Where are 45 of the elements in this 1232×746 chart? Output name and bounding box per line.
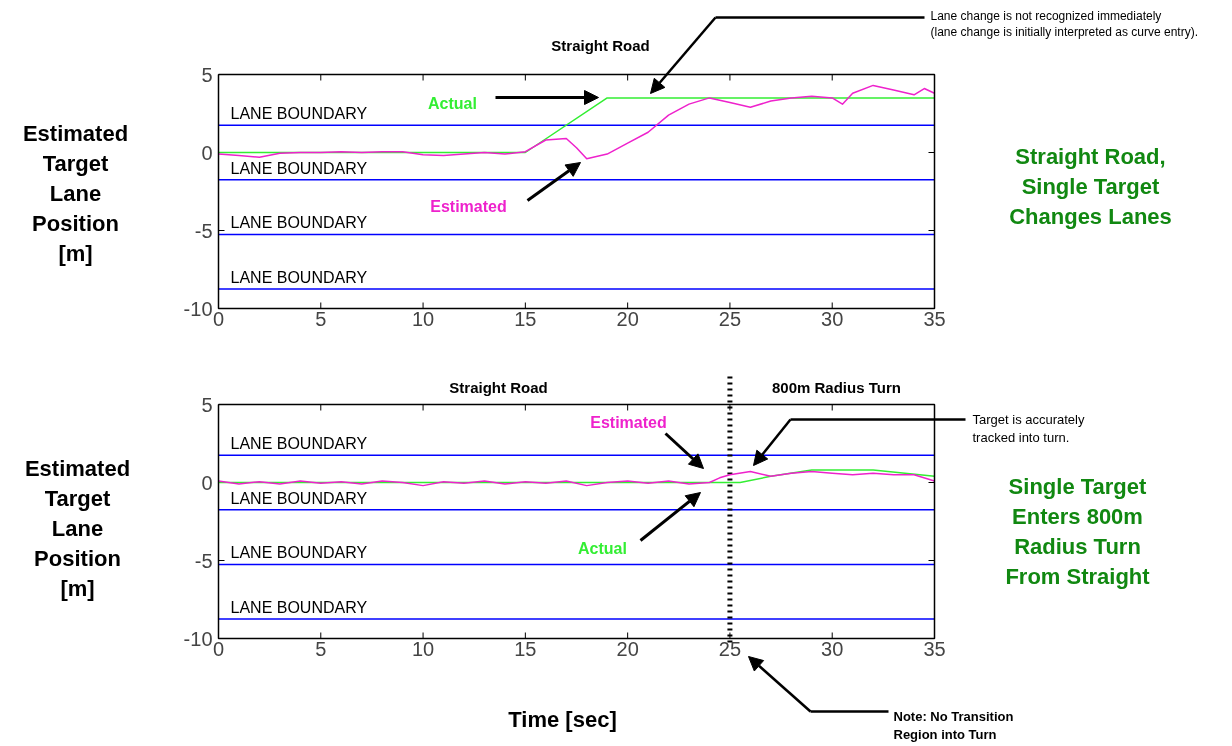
text: Estimated [430,198,507,215]
text: Actual [428,95,477,112]
ref-line-label: LANE BOUNDARY [230,599,368,616]
x-tick-label: 15 [514,307,537,330]
x-tick-label: 15 [514,637,537,660]
text: Straight Road [551,36,650,54]
y-axis-title: Estimated Target Lane Position [m] [24,455,131,601]
x-tick-label: 20 [616,307,639,330]
text: Estimated [590,414,667,431]
x-tick-label: 30 [821,307,844,330]
text: 800m Radius Turn [771,378,901,396]
y-tick-label: 5 [201,393,213,416]
ref-line-label: LANE BOUNDARY [230,489,368,507]
text: Straight Road [449,378,548,396]
ref-line-label: LANE BOUNDARY [230,544,368,562]
text: Lane change is not recognized immediately (lane change is initially interpreted as curve entry). [930,8,1198,40]
y-tick-label: -10 [183,297,213,320]
x-tick-label: 5 [315,307,327,330]
y-axis-title: Estimated Target Lane Position [m] [22,120,129,266]
y-tick-label: -10 [183,627,213,650]
text: Target is accurately tracked into turn. [972,411,1085,445]
x-tick-label: 10 [411,637,435,660]
y-tick-label: -5 [194,219,213,242]
y-tick-label: 5 [201,63,213,86]
x-axis-title: Time [sec] [508,706,617,732]
x-tick-label: 20 [616,637,639,660]
ref-line-label: LANE BOUNDARY [230,159,368,177]
text: Straight Road, Single Target Changes Lanes [1009,143,1172,229]
x-tick-label: 5 [315,637,327,660]
text: Single Target Enters 800m Radius Turn From Straight [1005,473,1151,589]
text: Actual [578,540,627,557]
x-tick-label: 30 [821,637,844,660]
ref-line-label: LANE BOUNDARY [230,435,368,453]
ref-line-label: LANE BOUNDARY [230,105,368,123]
ref-line-label: LANE BOUNDARY [230,214,368,232]
x-tick-label: 25 [718,307,742,330]
text: Note: No Transition Region into Turn [893,708,1014,742]
x-tick-label: 35 [923,307,946,330]
ref-line-label: LANE BOUNDARY [230,269,368,286]
x-tick-label: 25 [718,637,742,660]
y-tick-label: 0 [201,471,213,494]
x-tick-label: 35 [923,637,946,660]
y-tick-label: 0 [201,141,213,164]
x-tick-label: 10 [411,307,435,330]
y-tick-label: -5 [194,549,213,572]
